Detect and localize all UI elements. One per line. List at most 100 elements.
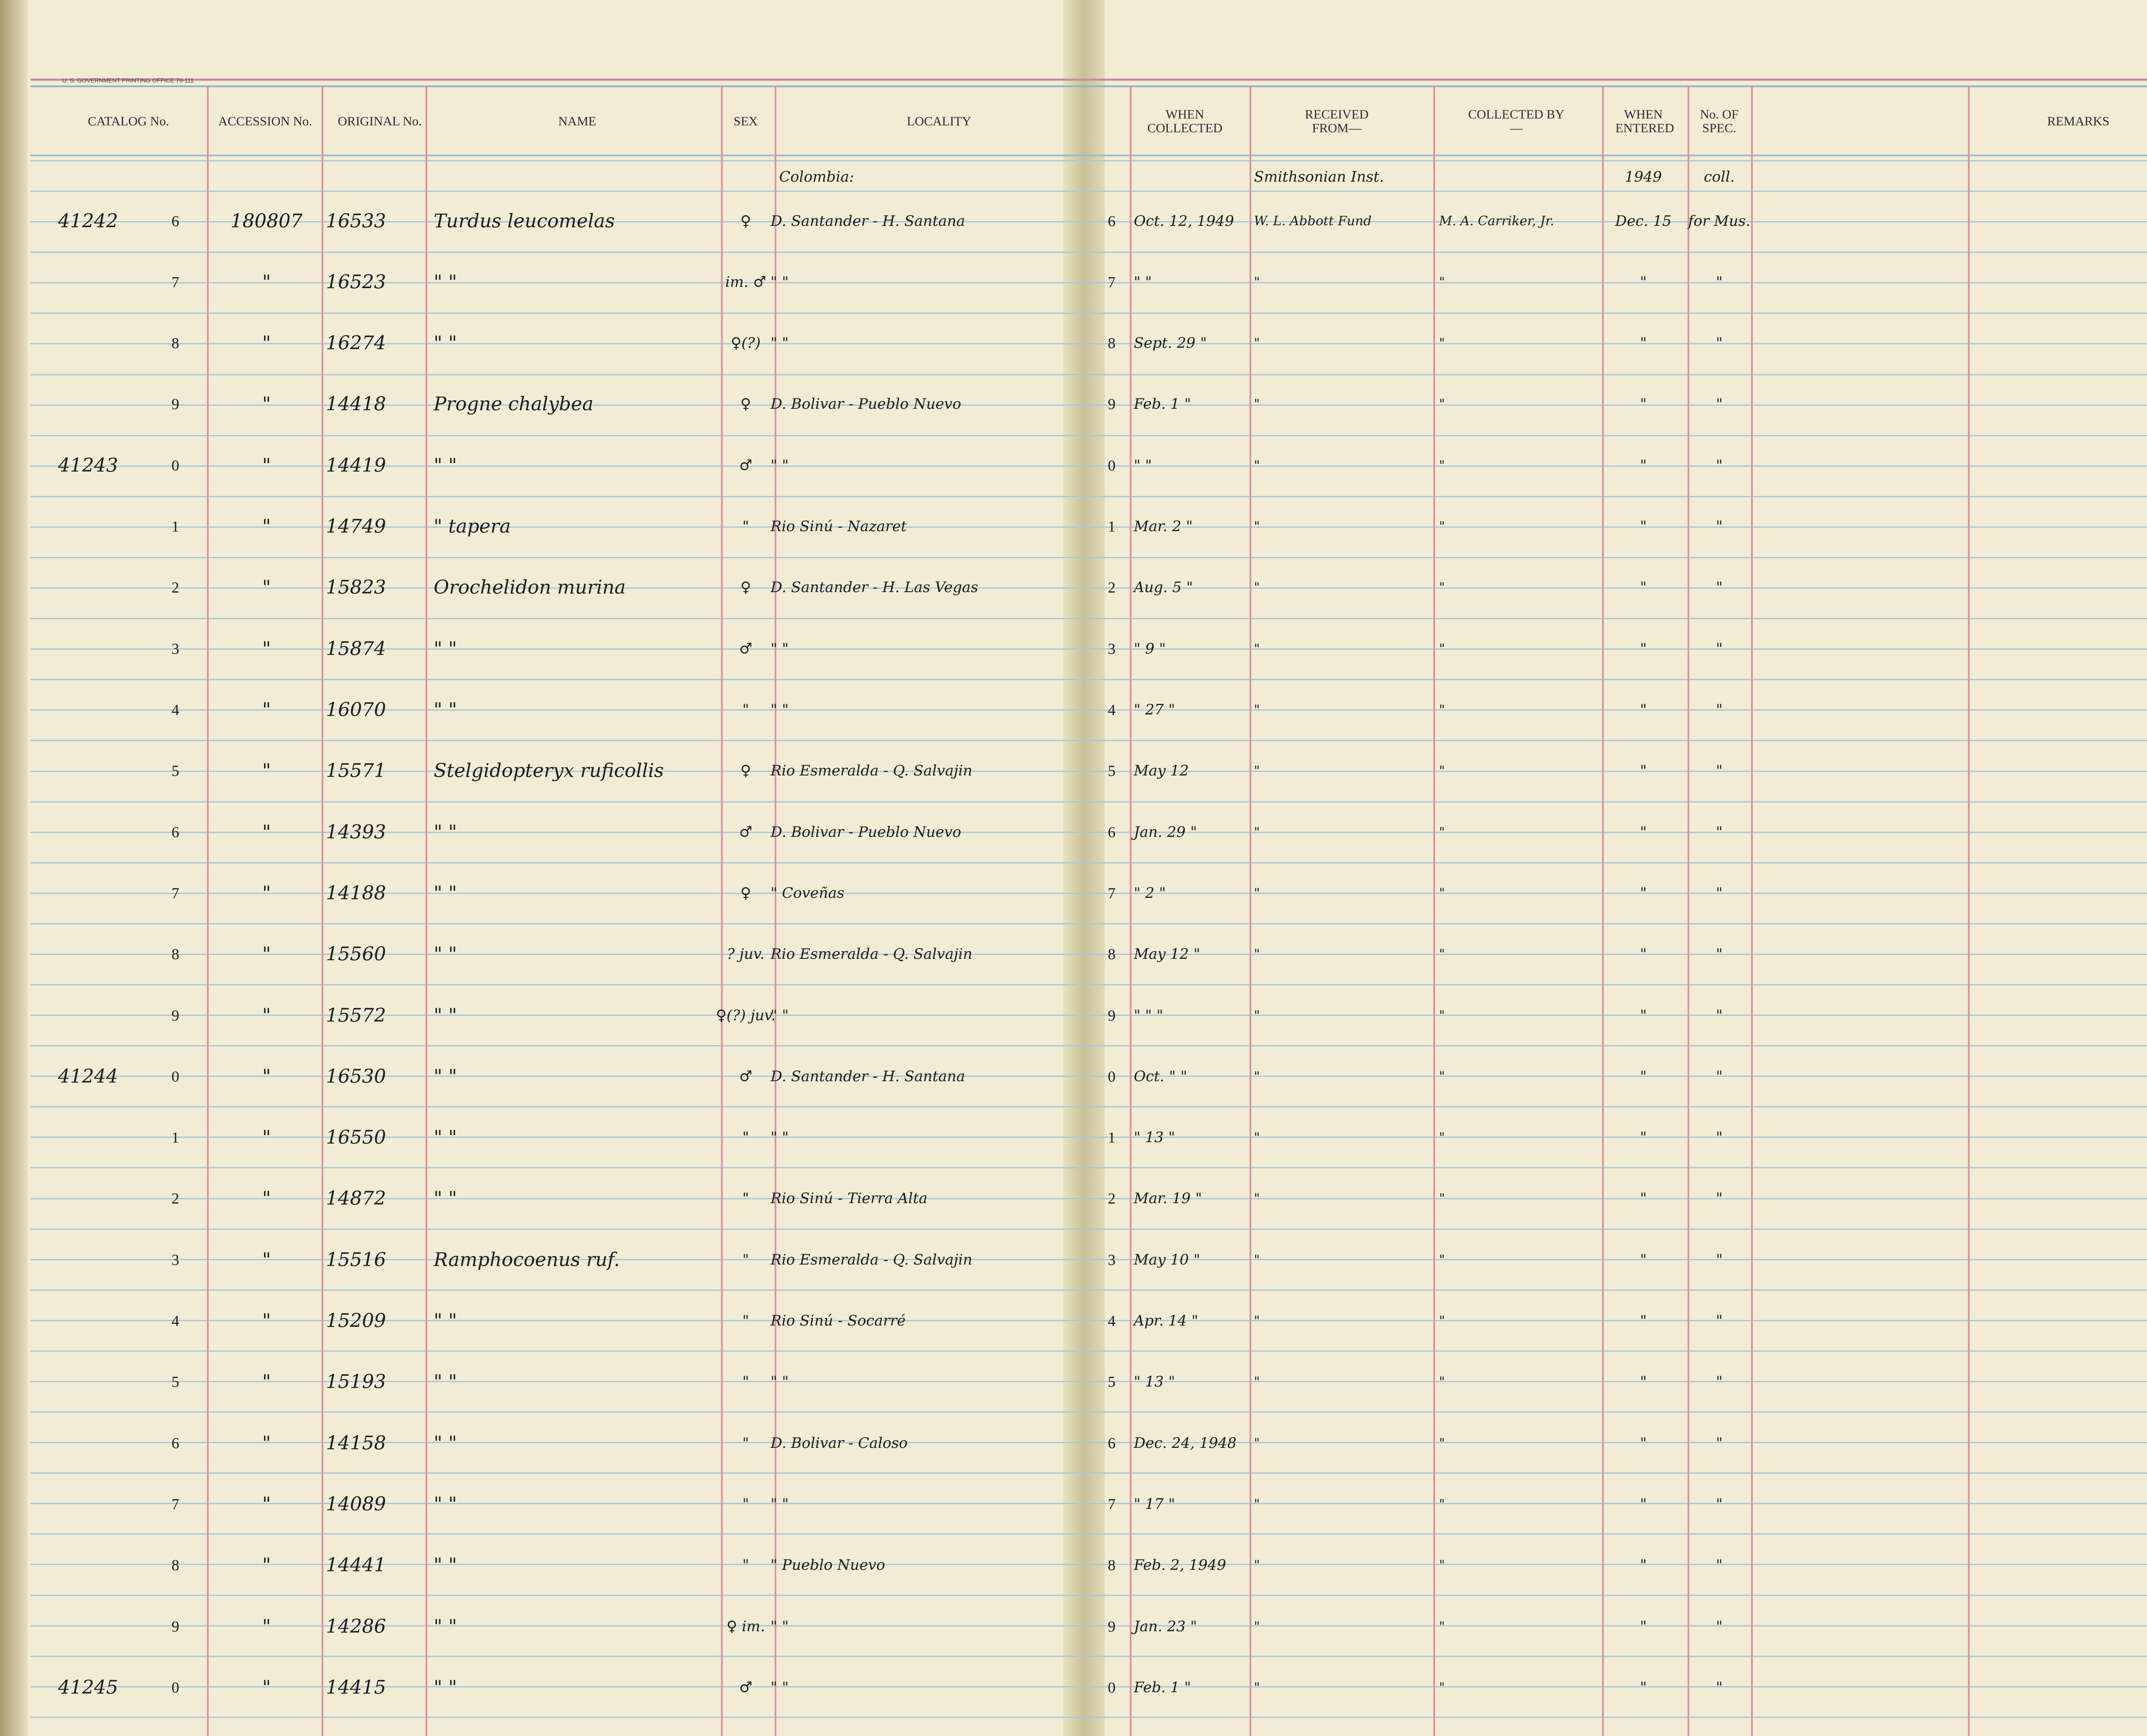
- digit: 6: [171, 823, 179, 841]
- original: 15571: [325, 760, 386, 782]
- digit-right: 1: [1107, 1129, 1116, 1146]
- rule-line: [30, 892, 2147, 894]
- rule-line: [30, 1198, 2147, 1199]
- digit: 5: [171, 1373, 179, 1391]
- catalog: 41245: [58, 1676, 119, 1699]
- column-line: [1129, 85, 1131, 1736]
- digit: 7: [171, 884, 179, 902]
- accession: ": [262, 638, 271, 660]
- locality: Rio Esmeralda - Q. Salvajin: [770, 762, 973, 780]
- when-collected: May 10 ": [1134, 1251, 1201, 1268]
- accession: ": [262, 1065, 271, 1088]
- digit-right: 8: [1107, 1557, 1116, 1574]
- digit-right: 3: [1107, 1251, 1116, 1268]
- digit-right: 9: [1107, 395, 1116, 413]
- received-from: ": [1254, 1680, 1260, 1695]
- rule-line: [30, 1137, 2147, 1138]
- received-from: ": [1254, 1313, 1260, 1329]
- no-of-spec: ": [1716, 395, 1723, 413]
- digit: 8: [171, 334, 179, 352]
- received-from: ": [1254, 335, 1260, 351]
- name: " ": [433, 1310, 457, 1332]
- when-entered: ": [1640, 1190, 1647, 1207]
- when-entered: ": [1640, 640, 1647, 657]
- collected-by: ": [1439, 1313, 1445, 1329]
- when-entered: ": [1640, 1067, 1647, 1085]
- first-line-received-from: Smithsonian Inst.: [1254, 168, 1384, 185]
- name: " ": [433, 821, 457, 843]
- no-of-spec: ": [1716, 1557, 1723, 1574]
- received-from: ": [1254, 641, 1260, 657]
- column-line: [1687, 85, 1689, 1736]
- collected-by: ": [1439, 763, 1445, 778]
- name: " ": [433, 332, 457, 354]
- locality: " Coveñas: [770, 884, 845, 902]
- when-entered: ": [1640, 884, 1647, 902]
- accession: ": [262, 1615, 271, 1638]
- sex: ? juv.: [727, 946, 765, 963]
- when-collected: Feb. 1 ": [1134, 1678, 1191, 1696]
- original: 15209: [325, 1310, 386, 1332]
- locality: " ": [770, 1373, 789, 1391]
- locality: " ": [770, 1617, 789, 1635]
- when-entered: ": [1640, 1373, 1647, 1391]
- digit: 1: [171, 1129, 179, 1146]
- collected-by: ": [1439, 1619, 1445, 1634]
- when-entered: ": [1640, 273, 1647, 291]
- when-collected: " 13 ": [1134, 1129, 1175, 1146]
- received-from: ": [1254, 1191, 1260, 1206]
- original: 14415: [325, 1676, 386, 1699]
- received-from: ": [1254, 396, 1260, 412]
- accession: ": [262, 882, 271, 904]
- column-line: [1968, 85, 1970, 1736]
- sex: ♀ im.: [726, 1617, 765, 1635]
- digit: 7: [171, 1496, 179, 1513]
- received-from: ": [1254, 763, 1260, 778]
- first-line-locality: Colombia:: [779, 168, 854, 185]
- name: " ": [433, 1493, 457, 1515]
- column-header: ACCESSION No.: [218, 114, 312, 128]
- rule-line: [30, 648, 2147, 650]
- digit-right: 3: [1107, 640, 1116, 657]
- column-header: SEX: [733, 114, 758, 128]
- received-from: ": [1254, 1619, 1260, 1634]
- collected-by: ": [1439, 1008, 1445, 1023]
- no-of-spec: ": [1716, 1129, 1723, 1146]
- rule-line: [30, 1686, 2147, 1687]
- rule-line: [30, 404, 2147, 406]
- sex: ": [742, 1251, 749, 1268]
- sex: ♂: [739, 1678, 752, 1696]
- rule-line: [30, 282, 2147, 284]
- received-from: ": [1254, 824, 1260, 840]
- rule-line: [30, 1350, 2147, 1352]
- digit: 3: [171, 1251, 179, 1268]
- no-of-spec: ": [1716, 1190, 1723, 1207]
- locality: Rio Sinú - Tierra Alta: [770, 1190, 928, 1207]
- rule-line: [30, 1167, 2147, 1169]
- sex: ": [742, 1190, 749, 1207]
- digit-right: 0: [1107, 1678, 1116, 1696]
- rule-line: [30, 374, 2147, 375]
- accession: 180807: [230, 210, 303, 232]
- accession: ": [262, 1432, 271, 1454]
- rule-line: [30, 1289, 2147, 1291]
- rule-line: [30, 1411, 2147, 1413]
- name: Ramphocoenus ruf.: [433, 1249, 620, 1271]
- column-line: [1433, 85, 1435, 1736]
- when-collected: " ": [1134, 456, 1152, 474]
- no-of-spec: ": [1716, 1496, 1723, 1513]
- original: 14749: [325, 515, 386, 538]
- column-line: [425, 85, 427, 1736]
- received-from: ": [1254, 1008, 1260, 1023]
- sex: ": [742, 1496, 749, 1513]
- digit-right: 4: [1107, 1312, 1116, 1330]
- digit: 0: [171, 1678, 179, 1696]
- gutter: [1063, 0, 1105, 1736]
- received-from: ": [1254, 1374, 1260, 1389]
- digit-right: 9: [1107, 1006, 1116, 1024]
- accession: ": [262, 1126, 271, 1149]
- when-collected: Mar. 19 ": [1134, 1190, 1202, 1207]
- rule-line: [30, 679, 2147, 681]
- sex: ": [742, 701, 749, 719]
- no-of-spec: ": [1716, 884, 1723, 902]
